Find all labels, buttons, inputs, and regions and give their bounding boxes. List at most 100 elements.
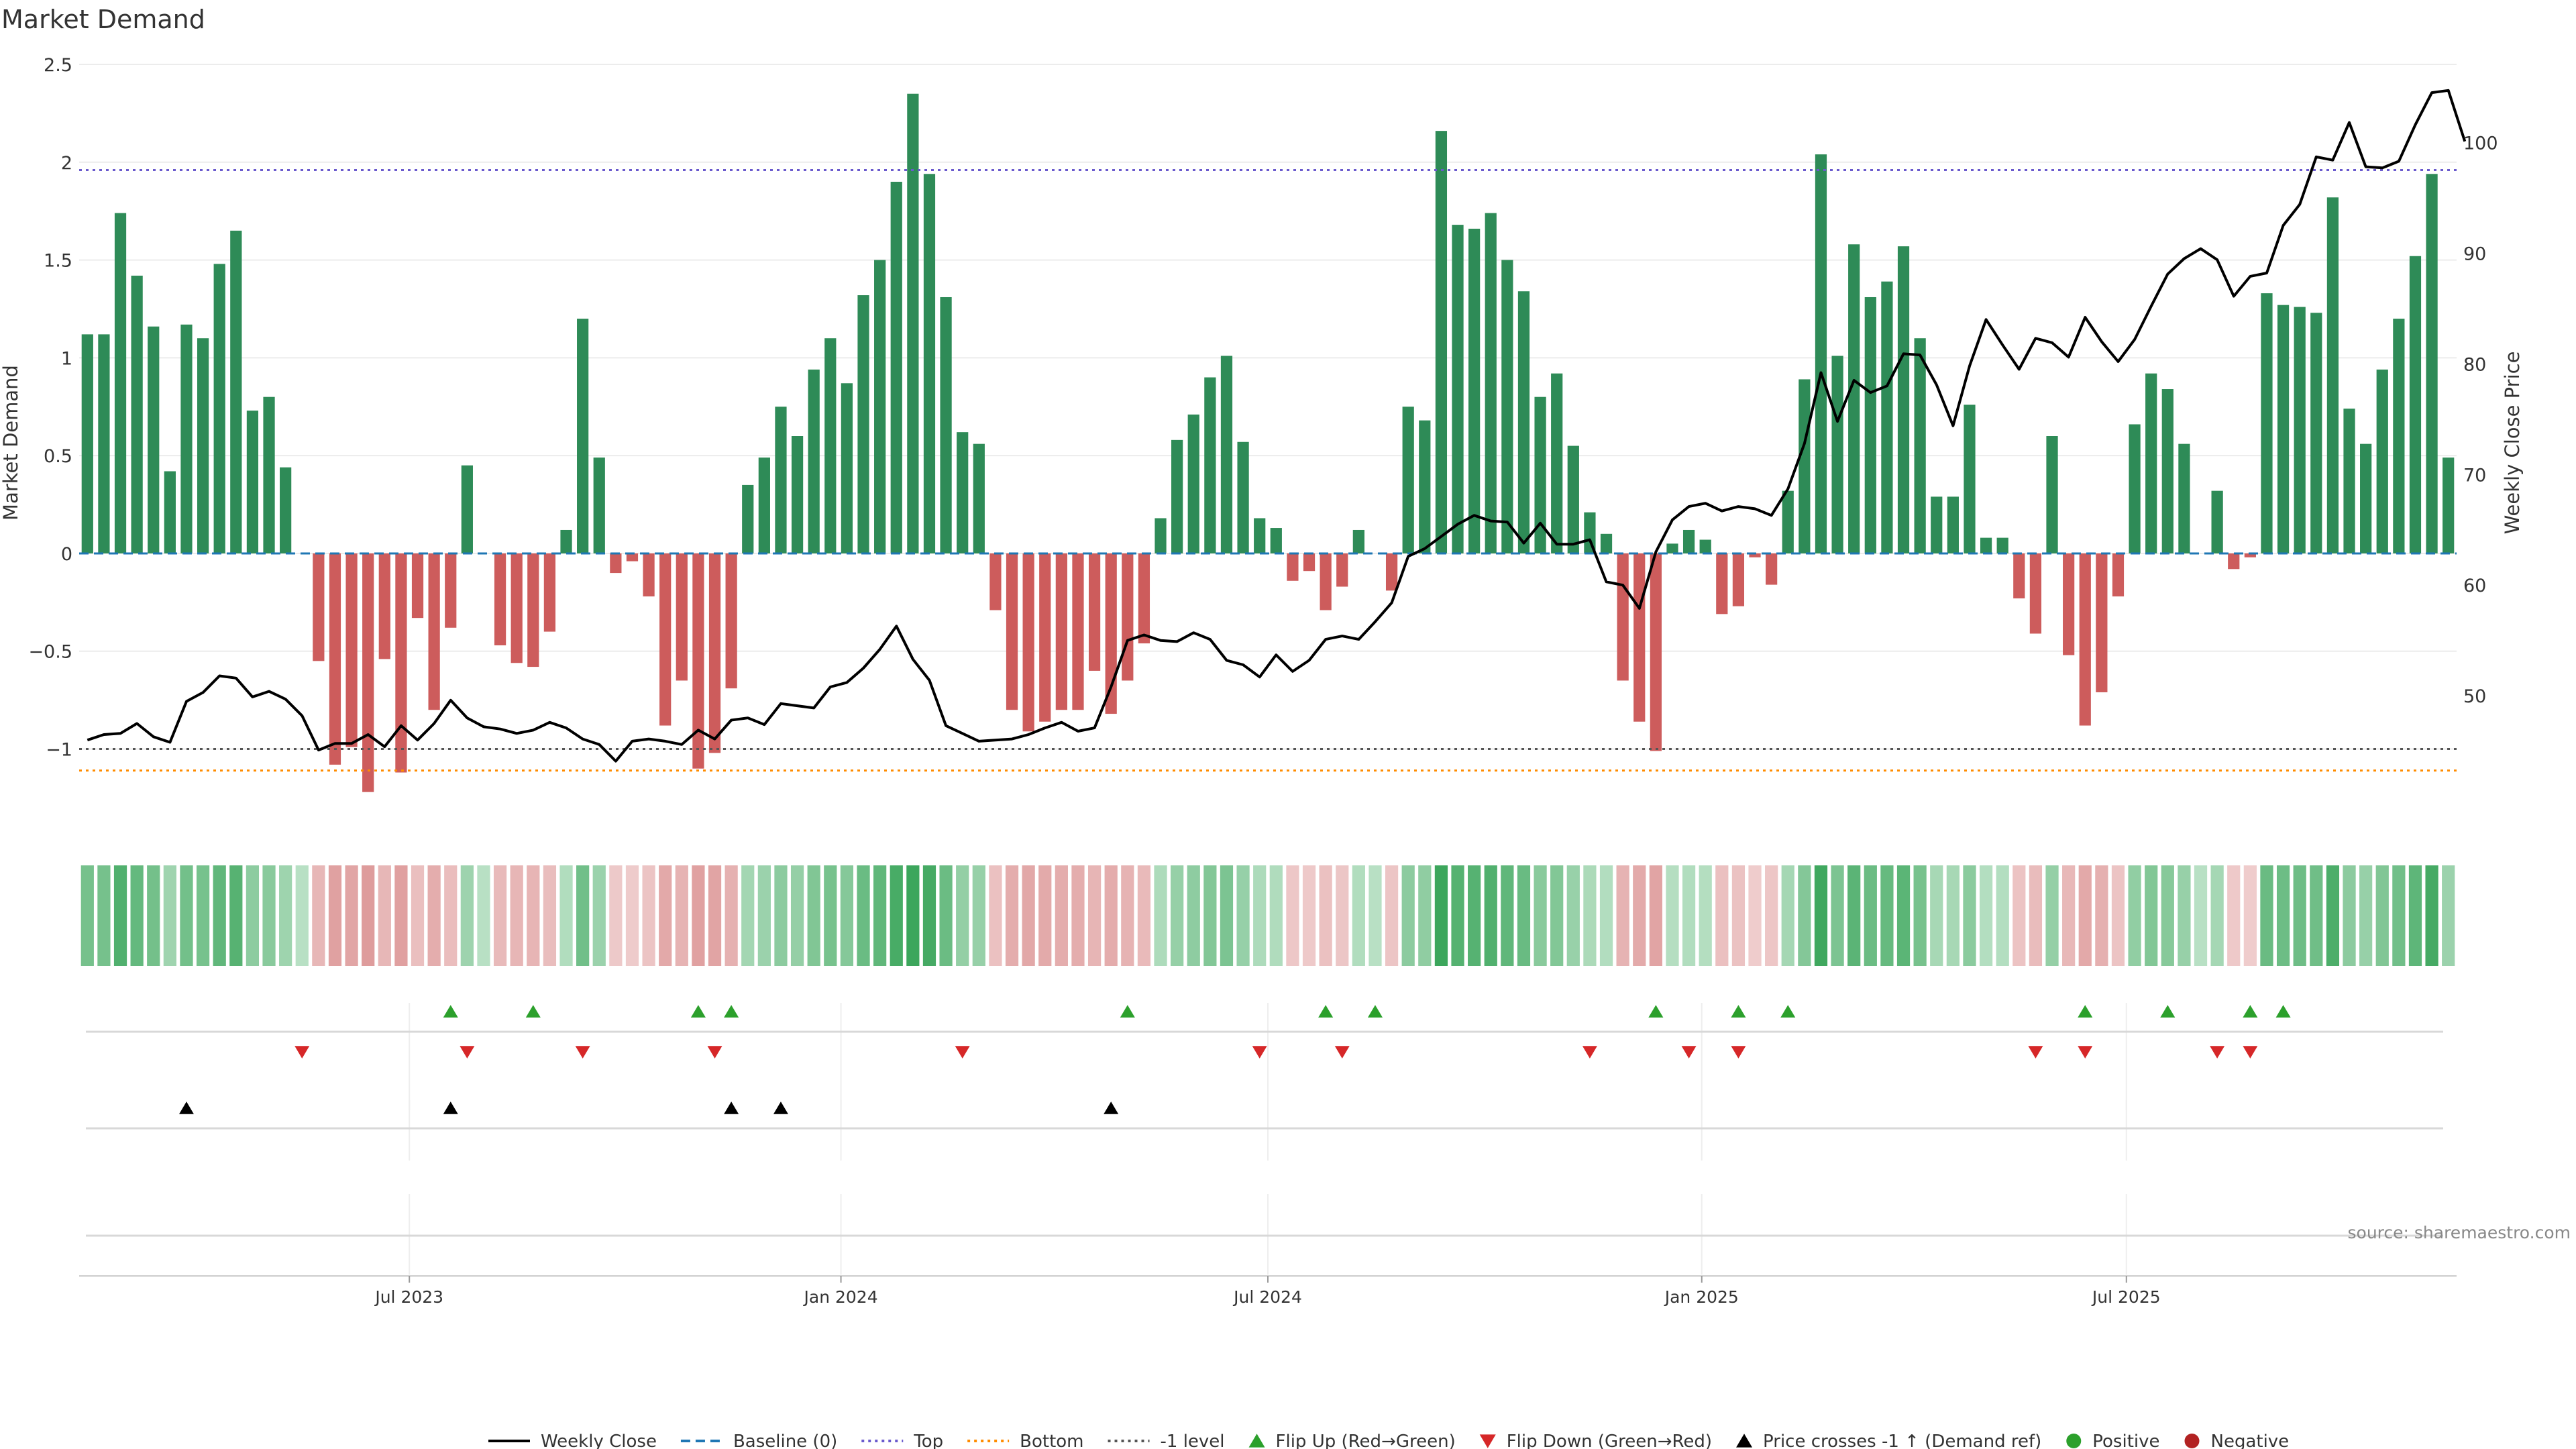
demand-bar (808, 369, 820, 553)
flip-up-marker (443, 1005, 458, 1018)
flip-down-marker (1731, 1046, 1746, 1059)
demand-bar (857, 295, 869, 553)
demand-bar (230, 230, 242, 553)
heat-cell (2260, 865, 2273, 966)
heat-cell (1930, 865, 1943, 966)
x-tick-label: Jul 2023 (374, 1287, 443, 1307)
demand-bar (907, 93, 919, 553)
heat-cell (1649, 865, 1662, 966)
legend-label: -1 level (1161, 1432, 1225, 1449)
demand-bar (923, 174, 936, 553)
demand-bar (2046, 436, 2058, 553)
demand-bar (1766, 553, 1778, 585)
y-tick-label-right: 100 (2463, 133, 2498, 154)
heat-cell (1864, 865, 1877, 966)
demand-bar (1006, 553, 1018, 710)
heat-cell (890, 865, 903, 966)
x-tick-label: Jul 2025 (2091, 1287, 2161, 1307)
heat-cell (262, 865, 276, 966)
heat-cell (1401, 865, 1415, 966)
heat-cell (1616, 865, 1629, 966)
demand-bar (1171, 439, 1183, 553)
heat-cell (2408, 865, 2422, 966)
demand-bar (1204, 377, 1216, 553)
heat-cell (1896, 865, 1911, 966)
heat-cell (2012, 865, 2026, 966)
heat-cell (345, 865, 358, 966)
heat-cell (1501, 865, 1514, 966)
heat-cell (1715, 865, 1729, 966)
heat-cell (2045, 865, 2059, 966)
flip-up-marker (2275, 1005, 2291, 1018)
price-cross-marker (443, 1102, 458, 1114)
demand-bar (1435, 131, 1448, 553)
legend-swatch (2066, 1434, 2082, 1448)
demand-bar (197, 338, 209, 553)
demand-bar (2343, 409, 2355, 553)
heat-cell (2178, 865, 2191, 966)
demand-bar (1336, 553, 1348, 587)
demand-bar (2443, 458, 2455, 553)
demand-bar (2096, 553, 2108, 692)
heat-cell (1913, 865, 1927, 966)
demand-bar (1237, 441, 1249, 553)
demand-bar (758, 458, 770, 553)
demand-bar (2029, 553, 2042, 634)
demand-bar (2013, 553, 2025, 599)
heat-cell (1748, 865, 1762, 966)
heat-cell (543, 865, 557, 966)
heat-cell (444, 865, 458, 966)
demand-bar (2426, 174, 2438, 553)
heat-cell (113, 865, 127, 966)
heat-cell (295, 865, 309, 966)
heat-cell (956, 865, 969, 966)
demand-bar (2244, 553, 2256, 557)
demand-bar (1039, 553, 1051, 722)
flip-up-marker (1367, 1005, 1383, 1018)
heat-cell (2078, 865, 2092, 966)
demand-bar (1980, 537, 1992, 553)
demand-bar (2376, 369, 2388, 553)
legend-label: Weekly Close (541, 1432, 657, 1449)
heat-cell (659, 865, 672, 966)
heat-cell (989, 865, 1002, 966)
chart-title: Market Demand (1, 5, 205, 34)
heat-cell (1583, 865, 1597, 966)
y-tick-label-right: 90 (2463, 244, 2486, 264)
y-axis-left-label: Market Demand (0, 365, 22, 521)
heat-cell (279, 865, 292, 966)
demand-bar (874, 260, 886, 553)
flip-up-marker (1318, 1005, 1334, 1018)
heat-cell (1336, 865, 1349, 966)
demand-bar (1699, 539, 1711, 553)
flip-down-marker (575, 1046, 590, 1059)
y-axis-right-label: Weekly Close Price (2501, 352, 2524, 535)
heat-cell (196, 865, 210, 966)
demand-bar (378, 553, 390, 659)
heat-cell (1087, 865, 1102, 966)
heat-cell (1055, 865, 1068, 966)
demand-bar (1799, 379, 1811, 553)
heat-cell (2062, 865, 2076, 966)
demand-bar (511, 553, 523, 663)
heat-cell (2145, 865, 2158, 966)
demand-bar (1749, 553, 1761, 557)
legend-label: Baseline (0) (733, 1432, 837, 1449)
legend-label: Negative (2211, 1432, 2290, 1449)
demand-bar (1716, 553, 1728, 614)
heat-cell (857, 865, 870, 966)
legend-item: Weekly Close (488, 1432, 657, 1449)
y-tick-label-left: −1 (46, 740, 72, 761)
heat-cell (1434, 865, 1448, 966)
heat-cell (312, 865, 325, 966)
legend-item: Top (861, 1432, 943, 1449)
demand-bar (395, 553, 407, 773)
demand-bar (2393, 319, 2405, 553)
empty-panel (86, 1194, 2443, 1275)
demand-bar (148, 326, 160, 553)
heat-cell (378, 865, 391, 966)
heat-cell (1253, 865, 1267, 966)
heat-cell (130, 865, 144, 966)
heat-cell (1418, 865, 1432, 966)
